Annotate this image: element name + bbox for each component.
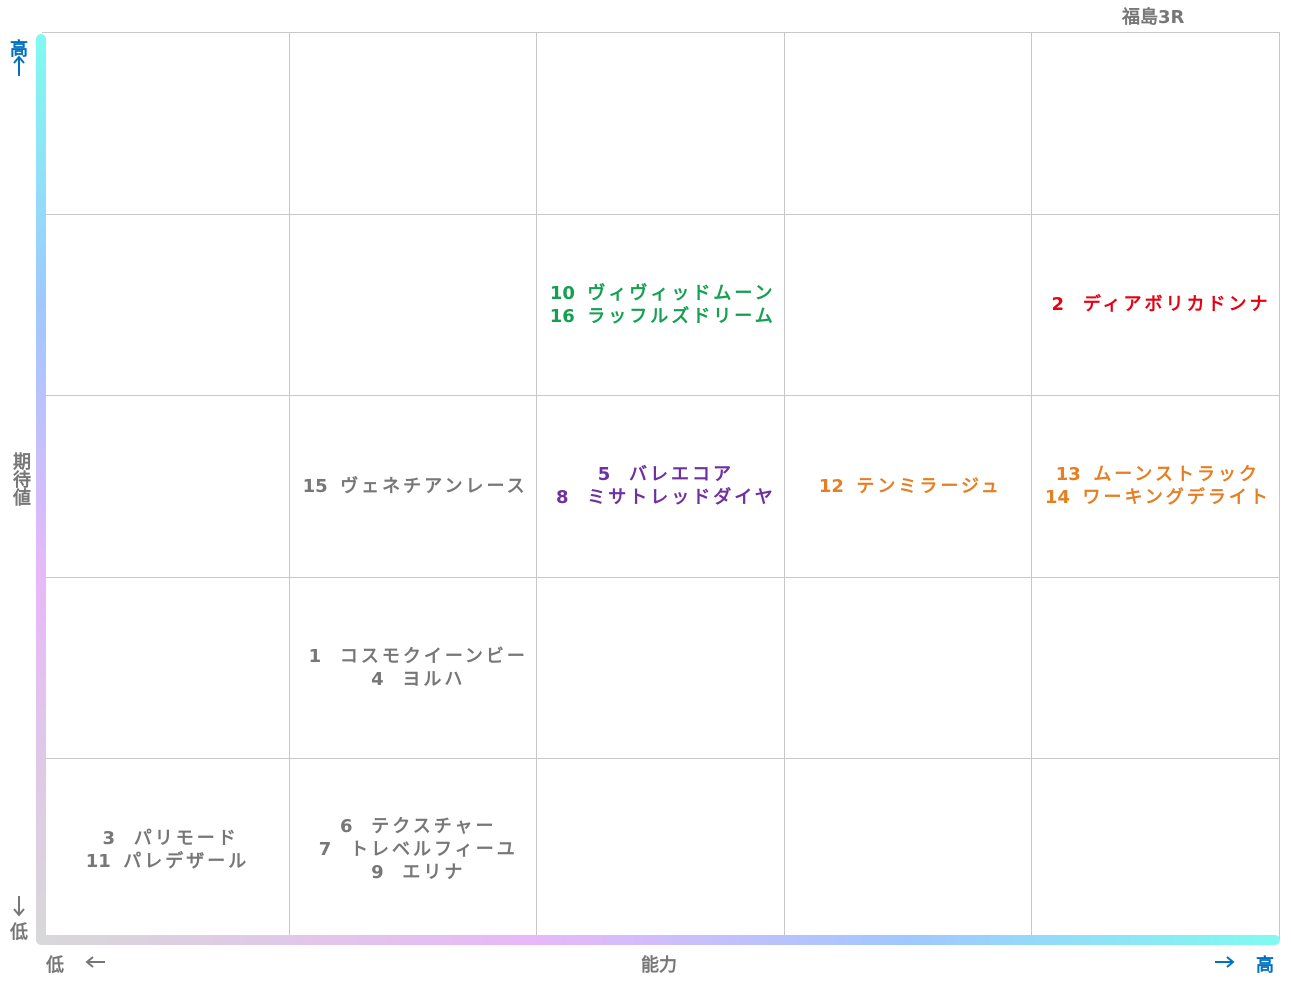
entry-name: テクスチャー — [371, 816, 497, 838]
cell: 13 ムーンストラック 14 ワーキングデライト — [1032, 396, 1280, 578]
cell — [42, 214, 290, 397]
grid: 10 ヴィヴィッドムーン 16 ラッフルズドリーム 2 ディアボリカドンナ 15 ヴェネチアン… — [42, 32, 1280, 941]
cell — [537, 577, 785, 760]
entry-number: 2 — [1051, 294, 1065, 316]
entry: 16 ラッフルズドリーム — [545, 305, 775, 328]
entry-name: パレデザール — [123, 850, 250, 872]
title: 福島3R — [1122, 7, 1185, 28]
entry: 8 ミサトレッドダイヤ — [545, 486, 775, 509]
y-label: 期待値 — [10, 452, 31, 506]
entry-name: ヴィヴィッドムーン — [587, 282, 776, 304]
y-low: 低 — [10, 922, 28, 943]
cell — [42, 33, 290, 215]
entry-number: 4 — [371, 669, 384, 691]
cell: 10 ヴィヴィッドムーン 16 ラッフルズドリーム — [537, 214, 785, 397]
x-axis-bar — [36, 935, 1280, 945]
cell: 12 テンミラージュ — [784, 396, 1033, 578]
y-high: 高 — [10, 39, 28, 60]
entry-number: 8 — [555, 487, 569, 509]
entry: 4 ヨルハ — [360, 668, 465, 691]
cell: 1 コスモクイーンビー 4 ヨルハ — [289, 577, 538, 760]
entry: 2 ディアボリカドンナ — [1041, 293, 1271, 316]
entry: 9 エリナ — [360, 861, 465, 884]
entry-name: ワーキングデライト — [1082, 487, 1271, 509]
entry-name: ディアボリカドンナ — [1082, 294, 1271, 316]
entry-number: 3 — [102, 827, 116, 849]
cell: 2 ディアボリカドンナ — [1032, 214, 1280, 397]
entry-number: 5 — [597, 464, 611, 486]
cell — [784, 33, 1033, 215]
entry: 11 パレデザール — [81, 850, 249, 873]
entry-number: 1 — [308, 646, 322, 668]
entry-number: 16 — [549, 305, 575, 327]
entry-number: 12 — [818, 475, 844, 497]
entry-number: 7 — [318, 839, 332, 861]
cell — [42, 396, 290, 578]
arrow-down — [13, 896, 25, 917]
entry-name: エリナ — [402, 862, 466, 884]
entry: 12 テンミラージュ — [814, 475, 1001, 498]
entry-number: 14 — [1044, 487, 1070, 509]
entry-name: コスモクイーンビー — [339, 646, 528, 668]
cell — [1032, 33, 1280, 215]
entry: 10 ヴィヴィッドムーン — [545, 282, 775, 305]
entry-name: ミサトレッドダイヤ — [587, 487, 776, 509]
entry-name: ヴェネチアンレース — [340, 475, 528, 497]
cell — [784, 214, 1033, 397]
cell: 15 ヴェネチアンレース — [289, 396, 538, 578]
entry-number: 10 — [549, 282, 575, 304]
cell — [784, 577, 1033, 760]
entry-number: 9 — [371, 862, 384, 884]
arrow-right — [1215, 956, 1235, 968]
cell — [1032, 577, 1280, 760]
entry: 3 パリモード — [92, 827, 239, 850]
entry: 14 ワーキングデライト — [1040, 486, 1270, 509]
entry: 13 ムーンストラック — [1051, 463, 1260, 486]
entry-name: ラッフルズドリーム — [587, 305, 776, 327]
entry: 5 バレエコア — [587, 463, 734, 486]
entry: 7 トレベルフィーユ — [308, 838, 518, 861]
entry: 1 コスモクイーンビー — [298, 645, 528, 668]
arrow-left — [85, 956, 105, 968]
entry-name: トレベルフィーユ — [350, 839, 518, 861]
entry-name: バレエコア — [628, 464, 734, 486]
entry-name: テンミラージュ — [856, 475, 1002, 497]
x-high: 高 — [1256, 955, 1274, 976]
entry-number: 13 — [1055, 464, 1081, 486]
entry-number: 6 — [339, 816, 353, 838]
arrow-up — [13, 55, 25, 76]
entry-name: ヨルハ — [402, 669, 466, 691]
cell — [289, 33, 538, 215]
entry: 6 テクスチャー — [329, 815, 496, 838]
entry-number: 11 — [85, 850, 111, 872]
cell — [42, 577, 290, 760]
entry-number: 15 — [302, 475, 328, 497]
entry-name: ムーンストラック — [1093, 464, 1261, 486]
x-low: 低 — [46, 955, 64, 976]
cell: 5 バレエコア 8 ミサトレッドダイヤ — [537, 396, 785, 578]
cell — [289, 214, 538, 397]
y-axis-bar — [36, 34, 46, 944]
entry-name: パリモード — [133, 827, 239, 849]
cell: 3 パリモード 11 パレデザール — [42, 759, 290, 941]
cell — [537, 33, 785, 215]
x-label: 能力 — [641, 955, 677, 976]
entry: 15 ヴェネチアンレース — [298, 475, 527, 498]
